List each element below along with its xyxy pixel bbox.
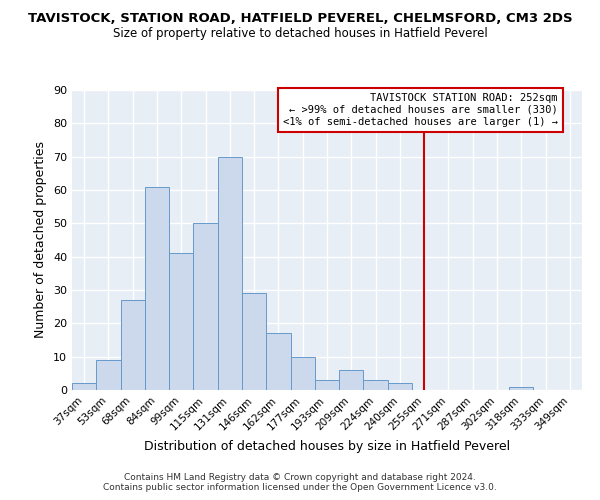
Bar — [364, 380, 388, 390]
Y-axis label: Number of detached properties: Number of detached properties — [34, 142, 47, 338]
Bar — [509, 386, 533, 390]
Bar — [242, 294, 266, 390]
Bar — [290, 356, 315, 390]
Text: TAVISTOCK, STATION ROAD, HATFIELD PEVEREL, CHELMSFORD, CM3 2DS: TAVISTOCK, STATION ROAD, HATFIELD PEVERE… — [28, 12, 572, 26]
Bar — [218, 156, 242, 390]
Bar — [121, 300, 145, 390]
Bar — [388, 384, 412, 390]
Bar — [72, 384, 96, 390]
Text: Contains HM Land Registry data © Crown copyright and database right 2024.
Contai: Contains HM Land Registry data © Crown c… — [103, 473, 497, 492]
Text: TAVISTOCK STATION ROAD: 252sqm
← >99% of detached houses are smaller (330)
<1% o: TAVISTOCK STATION ROAD: 252sqm ← >99% of… — [283, 94, 558, 126]
Text: Size of property relative to detached houses in Hatfield Peverel: Size of property relative to detached ho… — [113, 28, 487, 40]
Bar — [339, 370, 364, 390]
X-axis label: Distribution of detached houses by size in Hatfield Peverel: Distribution of detached houses by size … — [144, 440, 510, 453]
Bar — [145, 186, 169, 390]
Bar — [193, 224, 218, 390]
Bar — [96, 360, 121, 390]
Bar — [169, 254, 193, 390]
Bar — [266, 334, 290, 390]
Bar — [315, 380, 339, 390]
